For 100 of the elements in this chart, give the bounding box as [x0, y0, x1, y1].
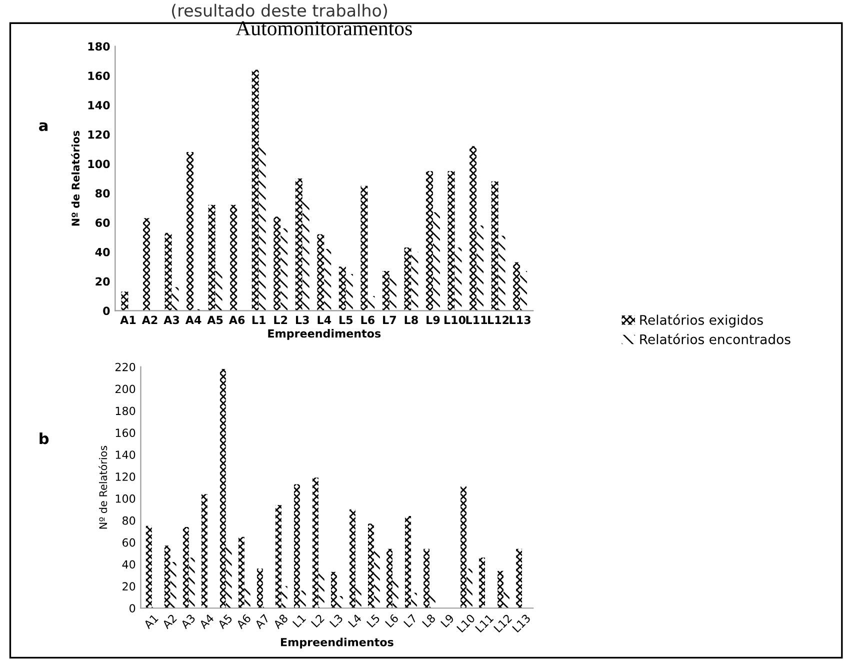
bar [360, 186, 368, 311]
x-tick-label: L12 [488, 316, 509, 324]
legend-label: Relatórios exigidos [640, 314, 763, 328]
bar [466, 568, 472, 608]
x-tick-label: A4 [185, 316, 202, 324]
bar [411, 252, 418, 311]
x-tick-label: A6 [228, 316, 245, 324]
y-tick-label: 160 [88, 72, 110, 80]
x-tick-label: A7 [254, 614, 270, 630]
bar [201, 494, 208, 608]
x-tick-label: L10 [456, 614, 476, 633]
text: b [40, 432, 49, 444]
x-tick-label: L10 [444, 316, 466, 324]
x-tick-label: A6 [236, 614, 252, 630]
bar [188, 558, 195, 608]
bar [426, 171, 433, 311]
bar [346, 274, 353, 311]
bar [208, 204, 216, 311]
bar [424, 548, 430, 608]
y-tick-label: 120 [88, 130, 110, 139]
x-tick-label: L7 [403, 614, 418, 628]
bar [258, 146, 266, 311]
y-axis-title: Nº de Relatórios [71, 130, 80, 226]
bar [238, 536, 244, 608]
x-tick-label: L5 [366, 614, 380, 628]
bar [513, 262, 520, 311]
bar [280, 228, 288, 311]
x-tick-label: L11 [475, 614, 494, 633]
bar [432, 212, 440, 311]
text: (resultado deste trabalho) [172, 4, 387, 19]
x-tick-label: A3 [180, 614, 196, 630]
bar [281, 586, 288, 608]
bar [274, 216, 281, 311]
y-tick-label: 140 [116, 450, 136, 459]
bar [331, 572, 337, 608]
x-tick-label: L13 [510, 316, 530, 324]
bar [448, 171, 455, 311]
bar [520, 271, 528, 311]
bar [164, 232, 172, 311]
bar [368, 296, 375, 311]
bar [170, 562, 176, 608]
bar [368, 524, 374, 608]
x-tick-label: L3 [329, 614, 344, 628]
bar [226, 546, 232, 608]
bar [382, 271, 390, 311]
x-tick-label: L8 [422, 614, 436, 628]
chart-title: Automonitoramentos [236, 21, 412, 36]
x-tick-label: L5 [340, 316, 353, 324]
bar [479, 558, 486, 608]
y-tick-label: 80 [122, 516, 136, 525]
y-tick-label: 20 [96, 277, 110, 286]
bar [405, 516, 411, 608]
text: a [39, 122, 48, 132]
x-tick-label: L1 [252, 316, 266, 324]
bar [324, 248, 332, 311]
bar [295, 178, 302, 311]
y-axis-title: Nº de Relatórios [98, 446, 108, 529]
x-tick-label: L3 [296, 316, 309, 324]
bar [389, 278, 396, 311]
bar [404, 248, 412, 311]
y-tick-label: 40 [95, 248, 110, 256]
x-tick-label: L12 [493, 614, 512, 633]
x-tick-label: L2 [310, 614, 324, 628]
x-tick-label: A5 [217, 614, 233, 630]
bar [182, 526, 189, 608]
bar [429, 594, 436, 608]
x-axis-title: Empreendimentos [268, 329, 381, 340]
x-tick-label: A4 [198, 614, 214, 630]
bar [164, 546, 170, 608]
bar [312, 478, 318, 608]
bar [172, 287, 179, 311]
bar [338, 266, 346, 311]
x-tick-label: A2 [142, 316, 158, 324]
bar [336, 596, 343, 608]
bar [374, 548, 380, 608]
y-tick-label: 0 [130, 604, 136, 612]
bar [275, 505, 282, 608]
x-tick-label: L7 [383, 316, 396, 324]
bar [476, 225, 484, 311]
x-tick-label: L8 [404, 316, 418, 324]
x-tick-label: L1 [292, 614, 306, 628]
bar [410, 592, 417, 608]
y-tick-label: 180 [116, 406, 136, 416]
bar [355, 585, 362, 608]
x-tick-label: L4 [318, 316, 332, 324]
bar [470, 146, 477, 311]
bar [491, 181, 498, 311]
bar [215, 271, 222, 311]
bar [300, 590, 306, 608]
x-tick-label: A1 [120, 316, 136, 324]
bar [294, 484, 300, 608]
y-tick-label: 120 [116, 472, 136, 481]
y-tick-label: 60 [96, 218, 110, 227]
y-tick-label: 20 [122, 582, 136, 591]
x-tick-label: L2 [274, 316, 288, 324]
bar [230, 204, 238, 311]
x-tick-label: L9 [440, 614, 454, 628]
bar [252, 70, 259, 311]
y-tick-label: 140 [88, 101, 110, 110]
bar [121, 292, 128, 311]
